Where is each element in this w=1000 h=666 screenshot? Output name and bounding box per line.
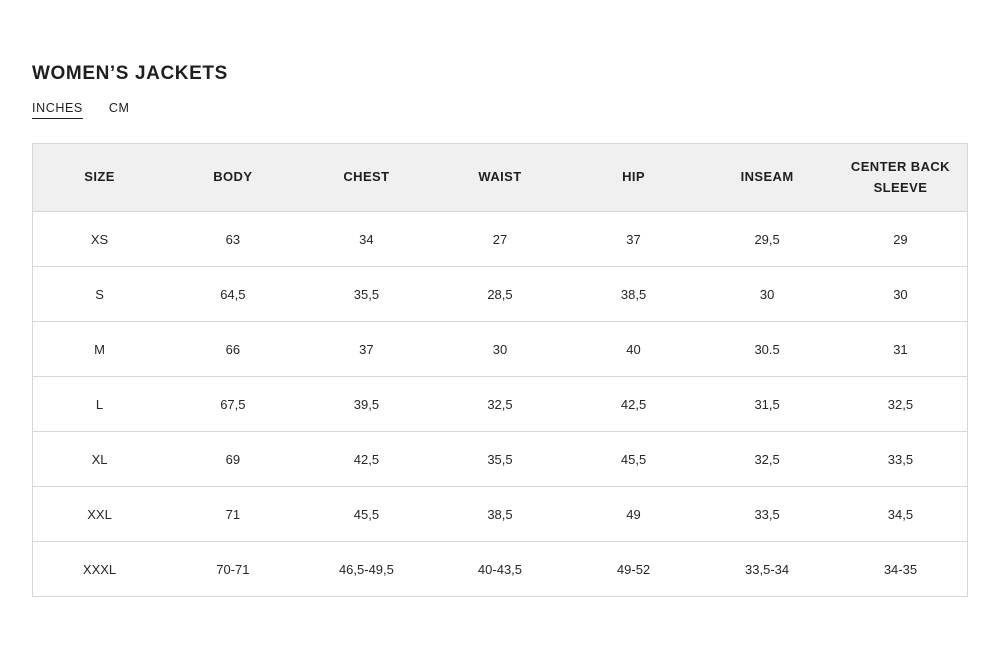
cell-size: XS [32, 211, 167, 267]
cell-size: L [32, 376, 167, 432]
cell-body: 71 [166, 486, 300, 542]
size-chart-header: SIZE BODY CHEST WAIST HIP INSEAM CENTER … [32, 143, 968, 212]
page-title: WOMEN’S JACKETS [32, 63, 228, 84]
cell-body: 63 [166, 211, 300, 267]
cell-body: 70-71 [166, 541, 300, 597]
cell-center-back-sleeve: 32,5 [833, 376, 968, 432]
cell-waist: 30 [433, 321, 567, 377]
cell-hip: 49 [566, 486, 701, 542]
cell-center-back-sleeve: 34,5 [833, 486, 968, 542]
size-chart-table: SIZE BODY CHEST WAIST HIP INSEAM CENTER … [32, 143, 968, 597]
cell-hip: 38,5 [566, 266, 701, 322]
cell-hip: 42,5 [566, 376, 701, 432]
cell-inseam: 33,5 [700, 486, 834, 542]
column-header-body: BODY [166, 143, 300, 212]
cell-center-back-sleeve: 31 [833, 321, 968, 377]
cell-inseam: 30.5 [700, 321, 834, 377]
table-row-xs: XS 63 34 27 37 29,5 29 [32, 211, 968, 267]
cell-waist: 35,5 [433, 431, 567, 487]
column-header-waist: WAIST [433, 143, 567, 212]
cell-chest: 35,5 [299, 266, 434, 322]
cell-center-back-sleeve: 30 [833, 266, 968, 322]
cell-inseam: 31,5 [700, 376, 834, 432]
header-row: SIZE BODY CHEST WAIST HIP INSEAM CENTER … [32, 143, 968, 212]
cell-chest: 42,5 [299, 431, 434, 487]
tab-inches[interactable]: INCHES [32, 101, 83, 119]
cell-waist: 32,5 [433, 376, 567, 432]
cell-waist: 27 [433, 211, 567, 267]
table-row-xxxl: XXXL 70-71 46,5-49,5 40-43,5 49-52 33,5-… [32, 541, 968, 597]
cell-chest: 37 [299, 321, 434, 377]
column-header-hip: HIP [566, 143, 701, 212]
cell-hip: 45,5 [566, 431, 701, 487]
cell-size: XXL [32, 486, 167, 542]
table-row-s: S 64,5 35,5 28,5 38,5 30 30 [32, 266, 968, 322]
cell-body: 66 [166, 321, 300, 377]
cell-chest: 45,5 [299, 486, 434, 542]
cell-size: S [32, 266, 167, 322]
cell-center-back-sleeve: 29 [833, 211, 968, 267]
size-chart-body: XS 63 34 27 37 29,5 29 S 64,5 35,5 28,5 … [32, 211, 968, 597]
cell-center-back-sleeve: 33,5 [833, 431, 968, 487]
table-row-l: L 67,5 39,5 32,5 42,5 31,5 32,5 [32, 376, 968, 432]
cell-hip: 40 [566, 321, 701, 377]
cell-size: M [32, 321, 167, 377]
tab-cm[interactable]: CM [108, 101, 130, 115]
size-guide-page: WOMEN’S JACKETS INCHES CM SIZE BODY CHES… [0, 63, 1000, 597]
table-row-xl: XL 69 42,5 35,5 45,5 32,5 33,5 [32, 431, 968, 487]
cell-waist: 38,5 [433, 486, 567, 542]
column-header-size: SIZE [32, 143, 167, 212]
cell-waist: 40-43,5 [433, 541, 567, 597]
cell-body: 67,5 [166, 376, 300, 432]
cell-hip: 49-52 [566, 541, 701, 597]
cell-chest: 34 [299, 211, 434, 267]
cell-chest: 46,5-49,5 [299, 541, 434, 597]
cell-hip: 37 [566, 211, 701, 267]
cell-size: XL [32, 431, 167, 487]
column-header-center-back-sleeve: CENTER BACK SLEEVE [833, 143, 968, 212]
cell-inseam: 33,5-34 [700, 541, 834, 597]
cell-center-back-sleeve: 34-35 [833, 541, 968, 597]
cell-size: XXXL [32, 541, 167, 597]
cell-waist: 28,5 [433, 266, 567, 322]
cell-inseam: 32,5 [700, 431, 834, 487]
cell-body: 64,5 [166, 266, 300, 322]
table-row-m: M 66 37 30 40 30.5 31 [32, 321, 968, 377]
table-row-xxl: XXL 71 45,5 38,5 49 33,5 34,5 [32, 486, 968, 542]
cell-inseam: 30 [700, 266, 834, 322]
column-header-chest: CHEST [299, 143, 434, 212]
unit-toggle: INCHES CM [32, 101, 968, 119]
cell-inseam: 29,5 [700, 211, 834, 267]
column-header-inseam: INSEAM [700, 143, 834, 212]
cell-body: 69 [166, 431, 300, 487]
cell-chest: 39,5 [299, 376, 434, 432]
